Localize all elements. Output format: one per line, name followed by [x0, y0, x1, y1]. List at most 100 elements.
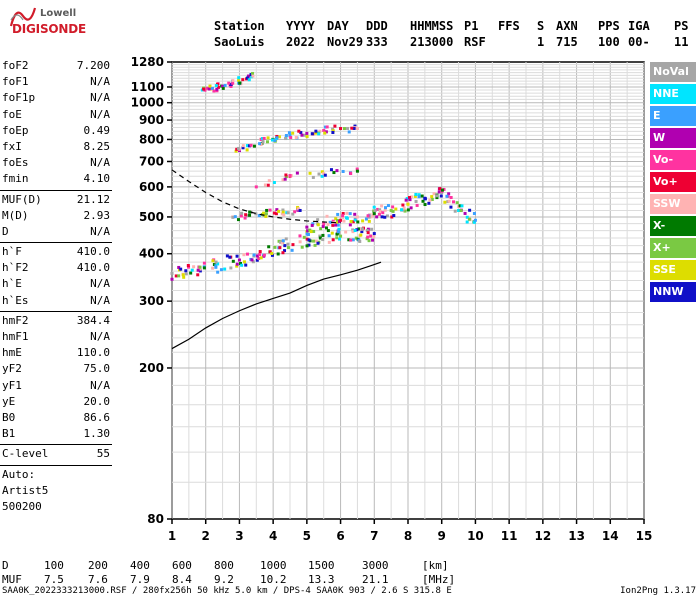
y-tick-label: 1100	[131, 80, 164, 94]
echo-point	[243, 216, 247, 220]
echo-point	[331, 130, 335, 134]
param-divider	[0, 463, 112, 466]
echo-point	[236, 218, 240, 222]
param-value: N/A	[90, 378, 110, 392]
echo-point	[225, 254, 229, 258]
param-value: 0.49	[83, 123, 111, 137]
echo-point	[447, 199, 451, 203]
echo-point	[347, 130, 351, 134]
echo-point	[284, 237, 288, 241]
echo-point	[245, 144, 249, 148]
echo-point	[330, 231, 334, 235]
param-row: yF2 75.0	[0, 361, 112, 377]
echo-point	[410, 195, 414, 199]
echo-point	[327, 240, 331, 244]
echo-point	[417, 195, 421, 199]
echo-point	[305, 244, 309, 248]
echo-point	[221, 86, 225, 90]
param-name: fxI	[2, 139, 22, 153]
echo-point	[305, 135, 309, 139]
echo-point	[303, 133, 307, 137]
echo-point	[389, 208, 393, 212]
x-tick-label: 7	[370, 529, 378, 543]
echo-point	[325, 125, 329, 129]
echo-point	[331, 238, 335, 242]
echo-point	[355, 127, 359, 131]
echo-point	[190, 268, 194, 272]
muf-row-label: D	[2, 559, 9, 572]
echo-point	[238, 262, 242, 266]
echo-point	[259, 143, 263, 147]
echo-point	[231, 79, 235, 83]
echo-point	[329, 168, 333, 172]
echo-point	[435, 196, 439, 200]
echo-point	[335, 221, 339, 225]
echo-point	[332, 171, 336, 175]
echo-point	[430, 197, 434, 201]
echo-point	[447, 192, 451, 196]
echo-point	[336, 223, 340, 227]
echo-point	[314, 131, 318, 135]
echo-point	[251, 71, 255, 75]
y-tick-label: 80	[147, 512, 164, 526]
echo-point	[355, 169, 359, 173]
echo-point	[324, 130, 328, 134]
echo-point	[372, 232, 376, 236]
param-value: N/A	[90, 330, 110, 343]
y-tick-label: 900	[139, 113, 164, 127]
param-row: foEp 0.49	[0, 123, 112, 139]
echo-point	[207, 87, 211, 91]
echo-point	[458, 204, 462, 208]
echo-point	[294, 136, 298, 140]
param-row: hmF1 N/A	[0, 329, 112, 345]
legend-entry-noval: NoVal	[650, 62, 696, 82]
echo-point	[254, 185, 258, 189]
echo-point	[403, 209, 407, 213]
echo-point	[223, 83, 227, 87]
param-value: 55	[96, 447, 110, 461]
echo-point	[215, 87, 219, 91]
echo-point	[472, 211, 476, 215]
param-row: foF1 N/A	[0, 74, 112, 90]
echo-point	[280, 241, 284, 245]
echo-point	[297, 207, 301, 211]
echo-point	[284, 175, 288, 179]
echo-point	[295, 171, 299, 175]
echo-point	[186, 264, 190, 268]
x-tick-label: 4	[269, 529, 277, 543]
echo-point	[198, 269, 202, 273]
echo-point	[465, 220, 469, 224]
echo-point	[371, 238, 375, 242]
echo-point	[266, 183, 270, 187]
echo-point	[322, 172, 326, 176]
echo-point	[202, 266, 206, 270]
muf-cell: 8.4	[172, 573, 192, 586]
echo-point	[318, 234, 322, 238]
echo-point	[314, 239, 318, 243]
echo-point	[240, 211, 244, 215]
echo-point	[459, 209, 463, 213]
echo-point	[339, 127, 343, 131]
echo-point	[305, 237, 309, 241]
echo-point	[366, 214, 370, 218]
echo-point	[293, 210, 297, 214]
echo-point	[423, 197, 427, 201]
x-tick-label: 13	[568, 529, 585, 543]
echo-point	[262, 253, 266, 257]
echo-point	[366, 231, 370, 235]
param-value: 2.93	[83, 208, 111, 222]
echo-point	[249, 73, 253, 77]
echo-point	[245, 148, 249, 152]
echo-point	[241, 146, 245, 150]
echo-point	[177, 265, 181, 269]
echo-point	[342, 127, 346, 131]
echo-point	[287, 131, 291, 135]
echo-point	[242, 253, 246, 257]
echo-point	[198, 265, 202, 269]
echo-point	[440, 188, 444, 192]
echo-point	[263, 183, 267, 187]
x-tick-label: 5	[303, 529, 311, 543]
muf-cell: 1500	[308, 559, 335, 572]
echo-point	[275, 136, 279, 140]
echo-point	[322, 222, 326, 226]
